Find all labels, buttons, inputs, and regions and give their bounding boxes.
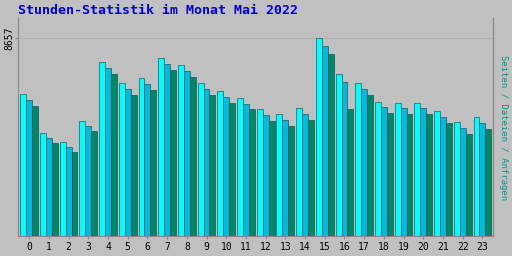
Bar [375,102,381,236]
Bar [367,95,373,236]
Bar [229,103,235,236]
Bar [434,111,440,236]
Bar [322,46,328,236]
Bar [485,129,492,236]
Bar [209,95,216,236]
Bar [243,103,249,236]
Bar [125,89,131,236]
Bar [446,123,452,236]
Bar [395,103,401,236]
Bar [355,83,361,236]
Bar [178,65,184,236]
Bar [164,64,170,236]
Bar [342,82,348,236]
Bar [26,100,32,236]
Bar [72,152,77,236]
Bar [99,62,105,236]
Bar [257,110,263,236]
Bar [361,89,367,236]
Bar [302,114,308,236]
Bar [474,118,479,236]
Bar [79,121,86,236]
Bar [198,83,204,236]
Y-axis label: Seiten / Dateien / Anfragen: Seiten / Dateien / Anfragen [499,55,508,200]
Bar [144,84,151,236]
Bar [387,113,393,236]
Bar [308,120,314,236]
Bar [218,91,223,236]
Text: Stunden-Statistik im Monat Mai 2022: Stunden-Statistik im Monat Mai 2022 [18,4,298,17]
Bar [105,68,111,236]
Bar [91,131,97,236]
Bar [401,109,407,236]
Bar [276,114,283,236]
Bar [119,83,125,236]
Bar [60,142,66,236]
Bar [328,54,334,236]
Bar [381,108,387,236]
Bar [184,71,190,236]
Bar [46,138,52,236]
Bar [190,77,196,236]
Bar [32,105,38,236]
Bar [131,95,137,236]
Bar [466,134,472,236]
Bar [158,58,164,236]
Bar [40,133,46,236]
Bar [460,128,466,236]
Bar [111,74,117,236]
Bar [20,94,26,236]
Bar [269,121,274,236]
Bar [296,109,302,236]
Bar [249,110,255,236]
Bar [407,114,413,236]
Bar [479,123,485,236]
Bar [263,115,269,236]
Bar [336,74,342,236]
Bar [316,38,322,236]
Bar [414,103,420,236]
Bar [283,120,288,236]
Bar [151,90,156,236]
Bar [454,122,460,236]
Bar [288,126,294,236]
Bar [66,147,72,236]
Bar [223,97,229,236]
Bar [440,118,446,236]
Bar [52,143,58,236]
Bar [170,70,176,236]
Bar [237,98,243,236]
Bar [420,109,426,236]
Bar [86,126,91,236]
Bar [139,78,144,236]
Bar [348,110,353,236]
Bar [204,89,209,236]
Bar [426,114,432,236]
